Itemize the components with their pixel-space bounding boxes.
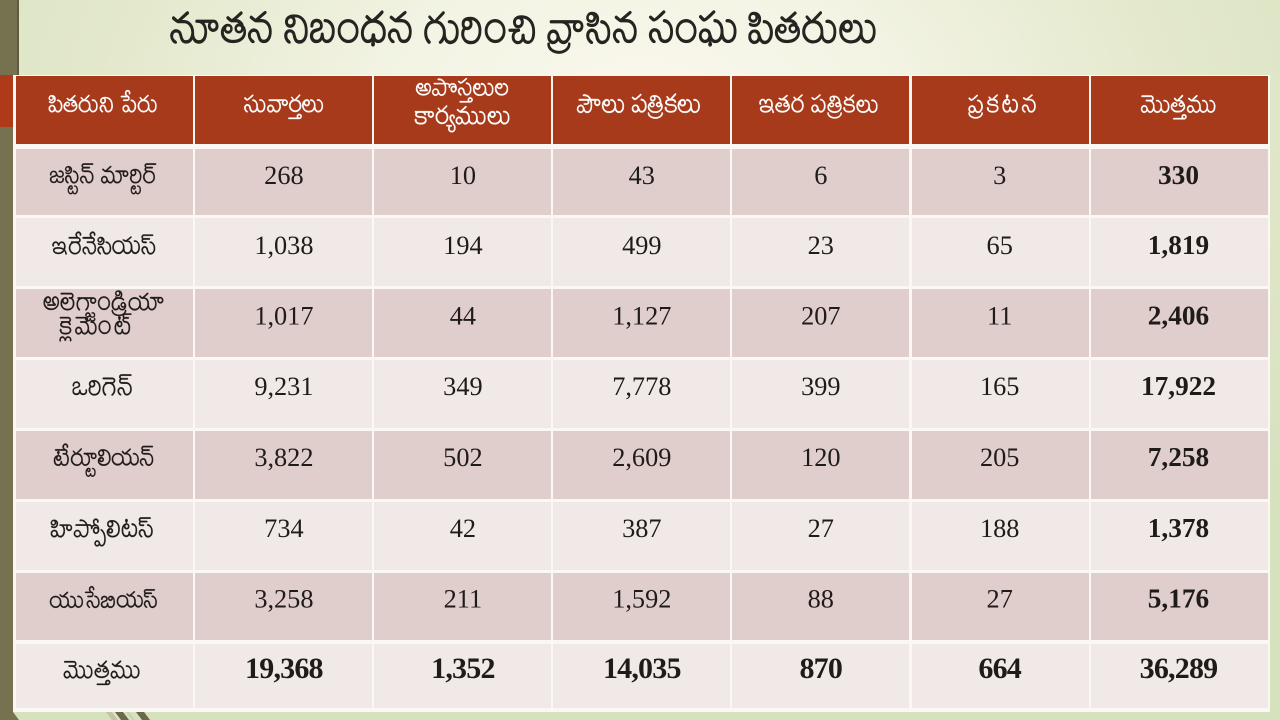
svg-text:88: 88: [808, 585, 834, 614]
svg-text:664: 664: [978, 652, 1021, 685]
svg-text:1,819: 1,819: [1148, 230, 1209, 260]
svg-text:870: 870: [799, 652, 842, 685]
svg-text:14,035: 14,035: [603, 652, 681, 685]
svg-text:1,352: 1,352: [431, 652, 495, 685]
svg-text:2,406: 2,406: [1148, 300, 1209, 330]
svg-text:499: 499: [622, 231, 661, 260]
svg-text:23: 23: [808, 231, 834, 260]
svg-text:734: 734: [264, 514, 303, 543]
svg-text:399: 399: [801, 372, 840, 401]
svg-text:17,922: 17,922: [1141, 371, 1216, 401]
svg-text:43: 43: [629, 161, 655, 190]
svg-text:36,289: 36,289: [1140, 652, 1218, 685]
svg-text:211: 211: [444, 585, 482, 614]
svg-text:1,127: 1,127: [612, 301, 671, 330]
svg-text:188: 188: [980, 514, 1019, 543]
svg-text:10: 10: [450, 161, 476, 190]
svg-text:27: 27: [808, 514, 834, 543]
svg-text:1,038: 1,038: [254, 231, 313, 260]
svg-text:387: 387: [622, 514, 661, 543]
svg-text:205: 205: [980, 443, 1019, 472]
svg-text:65: 65: [987, 231, 1013, 260]
svg-text:11: 11: [987, 301, 1012, 330]
svg-text:44: 44: [450, 301, 476, 330]
svg-text:3,258: 3,258: [254, 585, 313, 614]
svg-text:2,609: 2,609: [612, 443, 671, 472]
svg-text:42: 42: [450, 514, 476, 543]
svg-text:349: 349: [443, 372, 482, 401]
svg-text:5,176: 5,176: [1148, 584, 1209, 614]
svg-text:502: 502: [443, 443, 482, 472]
svg-text:120: 120: [801, 443, 840, 472]
svg-text:207: 207: [801, 301, 840, 330]
svg-text:1,592: 1,592: [612, 585, 671, 614]
svg-text:19,368: 19,368: [245, 652, 323, 685]
svg-text:7,258: 7,258: [1148, 442, 1209, 472]
svg-text:6: 6: [814, 161, 827, 190]
svg-text:330: 330: [1158, 160, 1199, 190]
svg-text:194: 194: [443, 231, 482, 260]
svg-text:1,378: 1,378: [1148, 513, 1209, 543]
svg-text:3: 3: [993, 161, 1006, 190]
svg-text:7,778: 7,778: [612, 372, 671, 401]
svg-text:165: 165: [980, 372, 1019, 401]
svg-text:1,017: 1,017: [254, 301, 313, 330]
svg-text:27: 27: [987, 585, 1013, 614]
svg-text:3,822: 3,822: [254, 443, 313, 472]
svg-text:9,231: 9,231: [254, 372, 313, 401]
svg-text:268: 268: [264, 161, 303, 190]
